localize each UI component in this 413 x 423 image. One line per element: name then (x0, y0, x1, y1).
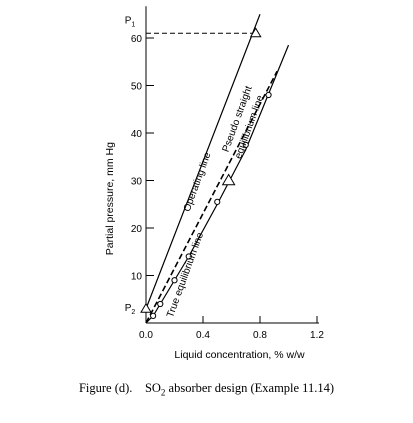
caption-subscript: 2 (160, 387, 166, 398)
annotation-operating-line: Operating line (182, 151, 214, 214)
special-y-label-subscript: 2 (131, 309, 135, 316)
special-y-label: P2 (125, 303, 136, 316)
triangle-marker (140, 302, 152, 313)
circle-marker (214, 198, 221, 205)
y-tick-label: 60 (131, 34, 143, 45)
series-operating-line (145, 14, 261, 309)
series-pseudo-straight-equilibrium-line (145, 70, 278, 324)
circle-marker (157, 300, 164, 308)
figure-caption: Figure (d). SO2 absorber design (Example… (0, 381, 413, 398)
x-axis-title: Liquid concentration, % w/w (174, 349, 305, 361)
circle-marker (150, 312, 157, 319)
y-tick-label: 50 (131, 82, 143, 93)
circle-marker (265, 91, 272, 99)
special-y-label-letter: P (125, 303, 132, 314)
y-tick-label: 30 (131, 177, 143, 188)
y-tick-label: 40 (131, 129, 143, 140)
x-tick-label: 1.2 (310, 330, 324, 341)
x-tick-label: 0.8 (253, 330, 267, 341)
circle-marker (171, 277, 178, 284)
special-y-label-subscript: 1 (131, 21, 135, 28)
y-tick-label: 20 (131, 224, 143, 235)
caption-text-before-sub: SO (144, 381, 161, 395)
y-axis-title: Partial pressure, mm Hg (104, 142, 116, 255)
special-y-label: P1 (125, 15, 136, 28)
pinch-triangle-marker (221, 173, 236, 186)
labels-layer: Liquid concentration, % w/w Partial press… (104, 84, 305, 361)
special-y-label-letter: P (125, 15, 132, 26)
caption-prefix: Figure (d). (78, 381, 133, 395)
series-layer (145, 14, 290, 324)
triangle-marker (249, 27, 262, 38)
x-tick-label: 0.0 (139, 330, 153, 341)
circle-marker (242, 141, 249, 148)
x-tick-label: 0.4 (196, 330, 210, 341)
markers-layer (140, 27, 272, 319)
circle-marker (185, 253, 192, 260)
caption-text-after-sub: absorber design (Example 11.14) (165, 381, 335, 395)
y-tick-label: 10 (131, 272, 143, 283)
